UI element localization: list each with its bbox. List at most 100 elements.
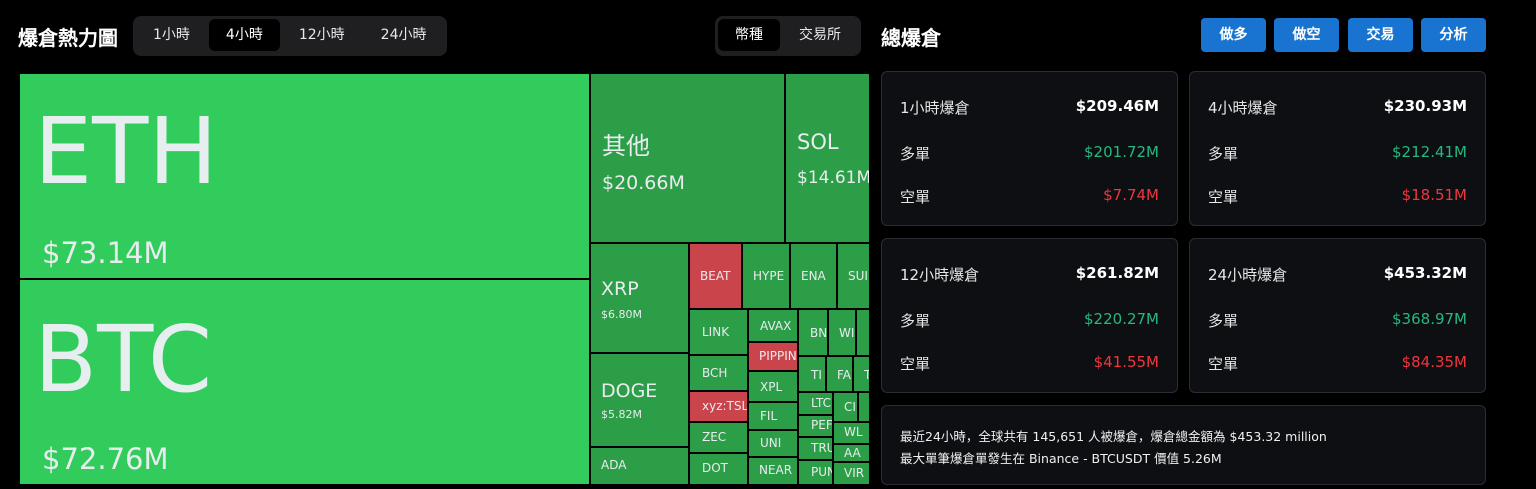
tile-symbol: PIPPIN: [759, 349, 797, 363]
long-label: 多單: [1208, 145, 1239, 163]
tile-symbol: DOGE: [601, 380, 658, 402]
long-button[interactable]: 做多: [1201, 18, 1266, 52]
tile-value: $14.61M: [797, 168, 870, 188]
tile-aa[interactable]: AA: [833, 444, 870, 462]
tile-pun[interactable]: PUN: [798, 460, 833, 485]
tile-sui[interactable]: SUI: [837, 243, 870, 309]
short-value: $84.35M: [1401, 353, 1467, 371]
tile-ena[interactable]: ENA: [790, 243, 837, 309]
tab-24h[interactable]: 24小時: [380, 27, 427, 43]
long-value: $212.41M: [1392, 143, 1467, 161]
tile-bn[interactable]: BN: [798, 309, 828, 356]
tile-symbol: FA: [837, 368, 852, 382]
tile-symbol: XPL: [760, 380, 783, 394]
card-period: 12小時爆倉: [900, 266, 980, 284]
tile-xrp[interactable]: XRP $6.80M: [590, 243, 689, 353]
tile-xyz-tsla[interactable]: xyz:TSLA: [689, 391, 748, 422]
tile-symbol: FIL: [760, 409, 778, 423]
tab-exchange[interactable]: 交易所: [799, 27, 841, 43]
tile-eth[interactable]: ETH $73.14M: [19, 73, 590, 279]
tile-ci[interactable]: CI: [833, 392, 858, 422]
analysis-button[interactable]: 分析: [1421, 18, 1486, 52]
tile-symbol: ZEC: [702, 430, 727, 444]
tile-value: $72.76M: [42, 442, 169, 476]
tile-link[interactable]: LINK: [689, 309, 748, 355]
tile-symbol: PUN: [811, 465, 832, 479]
tile-symbol: BEAT: [700, 269, 731, 283]
tile-other[interactable]: 其他 $20.66M: [590, 73, 785, 243]
tile-symbol: xyz:TSLA: [702, 399, 748, 413]
group-type-selector: 幣種 交易所: [715, 16, 861, 56]
card-total: $453.32M: [1383, 264, 1467, 282]
tile-wl[interactable]: WL: [833, 422, 870, 444]
tile-symbol: 其他: [602, 132, 650, 160]
tile-pef[interactable]: PEF: [798, 415, 833, 437]
tile-small-2[interactable]: [858, 392, 870, 422]
tab-12h[interactable]: 12小時: [298, 27, 345, 43]
tile-ti[interactable]: TI: [798, 356, 826, 392]
tab-4h[interactable]: 4小時: [208, 19, 280, 51]
liquidation-treemap: ETH $73.14M BTC $72.76M 其他 $20.66M SOL $…: [19, 73, 870, 485]
tab-coin[interactable]: 幣種: [718, 19, 780, 51]
card-12h: 12小時爆倉 $261.82M 多單 $220.27M 空單 $41.55M: [881, 238, 1178, 393]
tile-dot[interactable]: DOT: [689, 453, 748, 485]
tile-ada[interactable]: ADA: [590, 447, 689, 485]
tile-xpl[interactable]: XPL: [748, 371, 798, 402]
card-total: $261.82M: [1075, 264, 1159, 282]
tile-symbol: SUI: [848, 269, 868, 283]
tile-symbol: T: [864, 368, 869, 382]
card-total: $209.46M: [1075, 97, 1159, 115]
tile-uni[interactable]: UNI: [748, 430, 798, 457]
tile-tru[interactable]: TRU: [798, 437, 833, 460]
tab-1h[interactable]: 1小時: [153, 27, 190, 43]
long-value: $220.27M: [1084, 310, 1159, 328]
tile-symbol: ETH: [34, 98, 218, 205]
tile-btc[interactable]: BTC $72.76M: [19, 279, 590, 485]
tile-zec[interactable]: ZEC: [689, 422, 748, 453]
short-label: 空單: [900, 355, 931, 373]
card-24h: 24小時爆倉 $453.32M 多單 $368.97M 空單 $84.35M: [1189, 238, 1486, 393]
card-total: $230.93M: [1383, 97, 1467, 115]
short-label: 空單: [1208, 188, 1239, 206]
tile-value: $5.82M: [601, 408, 642, 421]
card-1h: 1小時爆倉 $209.46M 多單 $201.72M 空單 $7.74M: [881, 71, 1178, 226]
summary-line-1: 最近24小時，全球共有 145,651 人被爆倉，爆倉總金額為 $453.32 …: [900, 429, 1327, 444]
tile-symbol: DOT: [702, 461, 729, 475]
tile-symbol: CI: [844, 400, 856, 414]
short-value: $7.74M: [1103, 186, 1159, 204]
tile-t[interactable]: T: [853, 356, 870, 392]
liquidation-summary: 最近24小時，全球共有 145,651 人被爆倉，爆倉總金額為 $453.32 …: [881, 405, 1486, 485]
tile-symbol: WL: [844, 425, 863, 439]
tile-symbol: WI: [839, 326, 855, 340]
tile-symbol: AVAX: [760, 319, 792, 333]
tile-fa[interactable]: FA: [826, 356, 853, 392]
tile-beat[interactable]: BEAT: [689, 243, 742, 309]
tile-bch[interactable]: BCH: [689, 355, 748, 391]
tile-symbol: UNI: [760, 436, 782, 450]
tile-value: $73.14M: [42, 236, 169, 270]
long-label: 多單: [900, 145, 931, 163]
tile-sol[interactable]: SOL $14.61M: [785, 73, 870, 243]
short-label: 空單: [1208, 355, 1239, 373]
long-value: $368.97M: [1392, 310, 1467, 328]
tile-symbol: HYPE: [753, 269, 785, 283]
tile-vir[interactable]: VIR: [833, 462, 870, 485]
trade-button[interactable]: 交易: [1348, 18, 1413, 52]
tile-symbol: AA: [844, 446, 861, 460]
tile-avax[interactable]: AVAX: [748, 309, 798, 342]
tile-symbol: BCH: [702, 366, 728, 380]
tile-symbol: VIR: [844, 466, 865, 480]
tile-wi[interactable]: WI: [828, 309, 856, 356]
tile-near[interactable]: NEAR: [748, 457, 798, 485]
tile-hype[interactable]: HYPE: [742, 243, 790, 309]
tile-pippin[interactable]: PIPPIN: [748, 342, 798, 371]
tile-doge[interactable]: DOGE $5.82M: [590, 353, 689, 447]
tile-fil[interactable]: FIL: [748, 402, 798, 430]
tile-ltc[interactable]: LTC: [798, 392, 833, 415]
tile-symbol: LTC: [811, 396, 832, 410]
tile-small[interactable]: [856, 309, 870, 356]
tile-symbol: BTC: [34, 306, 213, 413]
heatmap-title: 爆倉熱力圖: [18, 26, 118, 50]
short-button[interactable]: 做空: [1274, 18, 1339, 52]
tile-symbol: XRP: [601, 278, 639, 300]
